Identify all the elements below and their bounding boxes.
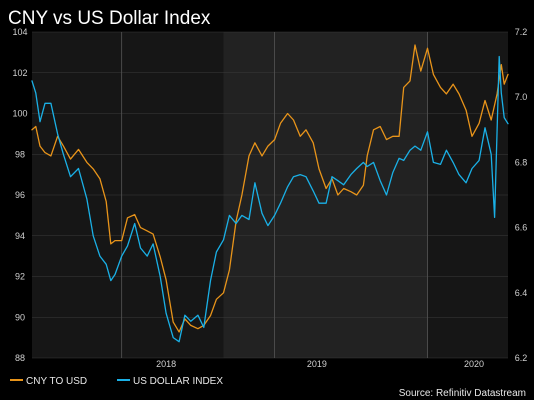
- x-tick-label: 2019: [307, 359, 327, 369]
- legend-label: US DOLLAR INDEX: [133, 376, 223, 387]
- series-line-cny-to-usd: [31, 44, 509, 333]
- x-tick-label: 2018: [156, 359, 176, 369]
- left-tick-label: 102: [12, 68, 27, 78]
- right-tick-label: 6.2: [515, 353, 528, 363]
- legend-label: CNY TO USD: [26, 376, 87, 387]
- series-lines: [31, 44, 509, 343]
- right-tick-label: 6.4: [515, 288, 528, 298]
- right-tick-label: 6.6: [515, 223, 528, 233]
- gridlines: [32, 31, 508, 359]
- left-tick-label: 90: [15, 312, 25, 322]
- right-tick-label: 6.8: [515, 157, 528, 167]
- source-note: Source: Refinitiv Datastream: [399, 388, 526, 399]
- left-tick-label: 88: [15, 353, 25, 363]
- x-tick-dividers: [121, 32, 428, 358]
- x-axis-tick-labels: 2018 2019 2020: [156, 359, 484, 369]
- left-tick-label: 92: [15, 272, 25, 282]
- right-tick-label: 7.2: [515, 27, 528, 37]
- left-tick-label: 98: [15, 149, 25, 159]
- right-tick-label: 7.0: [515, 92, 528, 102]
- x-tick-label: 2020: [464, 359, 484, 369]
- right-axis-tick-labels: 6.2 6.4 6.6 6.8 7.0 7.2: [515, 27, 528, 363]
- left-tick-label: 104: [12, 27, 27, 37]
- left-tick-label: 96: [15, 190, 25, 200]
- left-tick-label: 100: [12, 109, 27, 119]
- legend: CNY TO USD US DOLLAR INDEX: [10, 376, 223, 387]
- left-tick-label: 94: [15, 231, 25, 241]
- series-line-us-dollar-index: [31, 55, 509, 343]
- chart-title: CNY vs US Dollar Index: [8, 8, 211, 29]
- left-axis-tick-labels: 88 90 92 94 96 98 100 102 104: [12, 27, 27, 363]
